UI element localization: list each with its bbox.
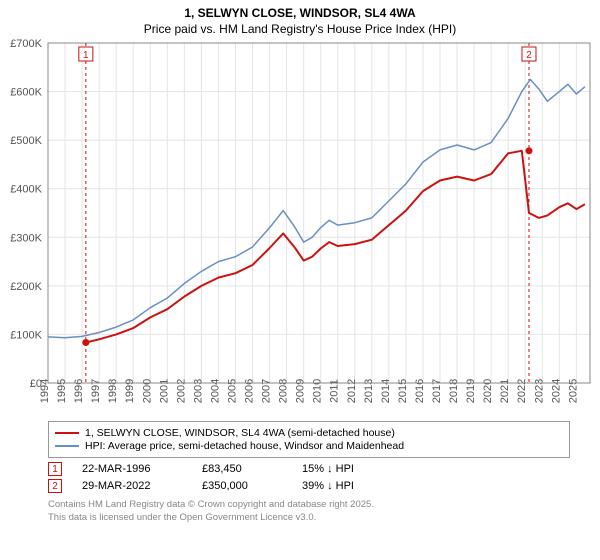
transaction-marker: 1 [48,462,62,476]
svg-text:2002: 2002 [175,379,187,403]
svg-text:1998: 1998 [107,379,119,403]
svg-text:2008: 2008 [278,379,290,403]
svg-text:2000: 2000 [141,379,153,403]
chart-plot: £0£100K£200K£300K£400K£500K£600K£700K199… [0,37,600,417]
footer-line2: This data is licensed under the Open Gov… [48,512,570,524]
svg-text:2022: 2022 [516,379,528,403]
transactions-table: 1 22-MAR-1996 £83,450 15% ↓ HPI 2 29-MAR… [48,462,570,493]
legend-label: 1, SELWYN CLOSE, WINDSOR, SL4 4WA (semi-… [85,427,395,439]
title-line1: 1, SELWYN CLOSE, WINDSOR, SL4 4WA [0,6,600,22]
svg-text:1997: 1997 [90,379,102,403]
transaction-delta: 39% ↓ HPI [302,480,354,492]
svg-text:2007: 2007 [261,379,273,403]
legend-label: HPI: Average price, semi-detached house,… [85,440,404,452]
transaction-row: 2 29-MAR-2022 £350,000 39% ↓ HPI [48,479,570,493]
svg-text:2025: 2025 [567,379,579,403]
transaction-price: £83,450 [202,463,282,475]
svg-text:£100K: £100K [10,330,42,342]
transaction-price: £350,000 [202,480,282,492]
svg-text:2018: 2018 [448,379,460,403]
svg-text:1999: 1999 [124,379,136,403]
transaction-delta: 15% ↓ HPI [302,463,354,475]
svg-text:2015: 2015 [397,379,409,403]
svg-text:2021: 2021 [499,379,511,403]
svg-text:2010: 2010 [312,379,324,403]
svg-text:£200K: £200K [10,281,42,293]
svg-text:2: 2 [526,50,532,61]
svg-text:£300K: £300K [10,232,42,244]
svg-text:£700K: £700K [10,38,42,50]
svg-text:2023: 2023 [533,379,545,403]
svg-text:2003: 2003 [192,379,204,403]
svg-text:2020: 2020 [482,379,494,403]
svg-text:2017: 2017 [431,379,443,403]
svg-text:2005: 2005 [226,379,238,403]
chart-title: 1, SELWYN CLOSE, WINDSOR, SL4 4WA Price … [0,0,600,37]
transaction-marker: 2 [48,479,62,493]
svg-text:2013: 2013 [363,379,375,403]
chart-container: 1, SELWYN CLOSE, WINDSOR, SL4 4WA Price … [0,0,600,560]
svg-text:2012: 2012 [346,379,358,403]
legend-swatch [55,445,79,447]
svg-text:1994: 1994 [39,379,51,403]
svg-text:2016: 2016 [414,379,426,403]
svg-text:£400K: £400K [10,184,42,196]
transaction-row: 1 22-MAR-1996 £83,450 15% ↓ HPI [48,462,570,476]
svg-text:2014: 2014 [380,379,392,403]
legend-item: 1, SELWYN CLOSE, WINDSOR, SL4 4WA (semi-… [55,427,563,439]
transaction-date: 22-MAR-1996 [82,463,182,475]
svg-text:2024: 2024 [550,379,562,403]
svg-text:1996: 1996 [73,379,85,403]
title-line2: Price paid vs. HM Land Registry's House … [0,22,600,38]
svg-text:1: 1 [83,50,89,61]
transaction-date: 29-MAR-2022 [82,480,182,492]
svg-text:1995: 1995 [56,379,68,403]
svg-text:2001: 2001 [158,379,170,403]
svg-text:2019: 2019 [465,379,477,403]
svg-text:£600K: £600K [10,87,42,99]
svg-text:£500K: £500K [10,135,42,147]
footer: Contains HM Land Registry data © Crown c… [48,499,570,524]
svg-text:2009: 2009 [295,379,307,403]
legend: 1, SELWYN CLOSE, WINDSOR, SL4 4WA (semi-… [48,421,570,458]
legend-item: HPI: Average price, semi-detached house,… [55,440,563,452]
legend-swatch [55,432,79,434]
svg-text:2004: 2004 [209,379,221,403]
svg-text:2006: 2006 [244,379,256,403]
footer-line1: Contains HM Land Registry data © Crown c… [48,499,570,511]
